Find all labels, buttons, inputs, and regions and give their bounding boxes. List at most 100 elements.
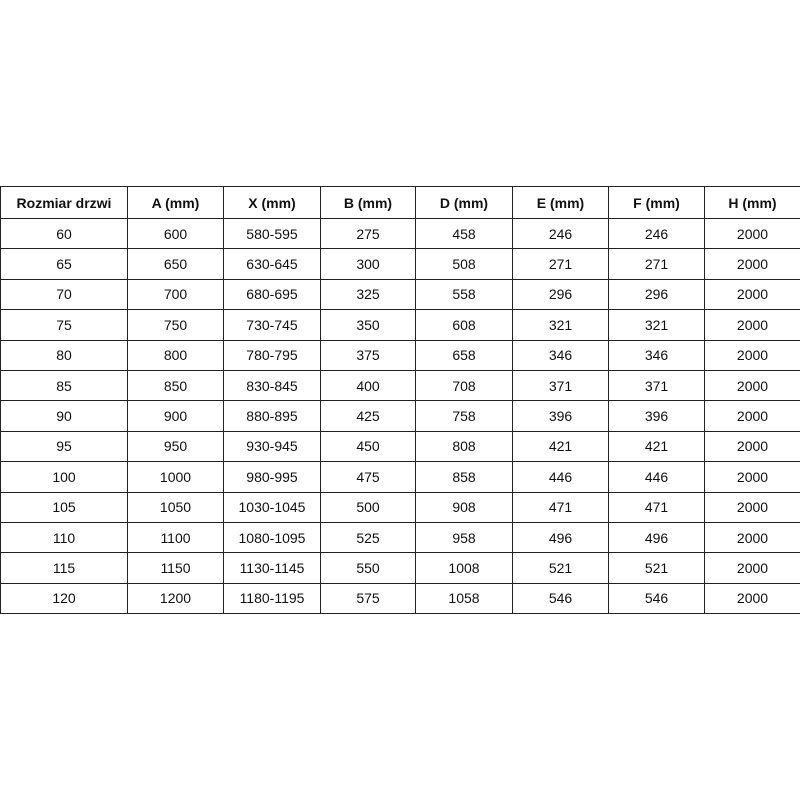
table-cell: 600 [127, 217, 224, 250]
table-cell: 425 [320, 400, 416, 432]
table-cell: 1180-1195 [223, 582, 321, 615]
table-cell: 858 [415, 461, 513, 493]
table-cell: 2000 [704, 461, 800, 493]
column-header: A (mm) [127, 186, 224, 219]
table-cell: 346 [608, 339, 705, 371]
table-cell: 450 [320, 430, 416, 463]
table-cell: 930-945 [223, 430, 321, 463]
table-cell: 70 [0, 278, 128, 311]
table-cell: 958 [415, 521, 513, 554]
table-cell: 500 [320, 491, 416, 523]
column-header: H (mm) [704, 186, 800, 219]
table-row: 65 650 630-645 300 508 271 271 2000 [0, 248, 800, 280]
table-cell: 1030-1045 [223, 491, 321, 523]
table-cell: 608 [415, 309, 513, 341]
table-cell: 75 [0, 309, 128, 341]
table-cell: 1050 [127, 491, 224, 523]
table-cell: 550 [320, 552, 416, 584]
table-row: 110 1100 1080-1095 525 958 496 496 2000 [0, 521, 800, 554]
table-cell: 1058 [415, 582, 513, 615]
table-cell: 296 [512, 278, 609, 311]
table-cell: 421 [512, 430, 609, 463]
table-cell: 1200 [127, 582, 224, 615]
table-cell: 496 [608, 521, 705, 554]
table-cell: 246 [608, 217, 705, 250]
table-cell: 546 [512, 582, 609, 615]
column-header: F (mm) [608, 186, 705, 219]
table-cell: 400 [320, 369, 416, 402]
dimensions-table: Rozmiar drzwi A (mm) X (mm) B (mm) D (mm) E (… [0, 186, 800, 615]
table-cell: 521 [608, 552, 705, 584]
table-cell: 105 [0, 491, 128, 523]
table-cell: 900 [127, 400, 224, 432]
table-cell: 980-995 [223, 461, 321, 493]
table-cell: 880-895 [223, 400, 321, 432]
table-cell: 730-745 [223, 309, 321, 341]
table-cell: 458 [415, 217, 513, 250]
table-cell: 100 [0, 461, 128, 493]
table-cell: 780-795 [223, 339, 321, 371]
table-cell: 1130-1145 [223, 552, 321, 584]
table-cell: 2000 [704, 552, 800, 584]
table-cell: 2000 [704, 278, 800, 311]
table-cell: 808 [415, 430, 513, 463]
table-cell: 471 [512, 491, 609, 523]
table-cell: 85 [0, 369, 128, 402]
table-row: 80 800 780-795 375 658 346 346 2000 [0, 339, 800, 371]
table-cell: 346 [512, 339, 609, 371]
table-cell: 2000 [704, 430, 800, 463]
table-cell: 830-845 [223, 369, 321, 402]
table-body: 60 600 580-595 275 458 246 246 2000 65 650 630-645… [0, 217, 800, 615]
table-cell: 110 [0, 521, 128, 554]
table-cell: 446 [512, 461, 609, 493]
table-row: 85 850 830-845 400 708 371 371 2000 [0, 369, 800, 402]
table-cell: 2000 [704, 400, 800, 432]
table-row: 95 950 930-945 450 808 421 421 2000 [0, 430, 800, 463]
table-cell: 120 [0, 582, 128, 615]
table-cell: 1080-1095 [223, 521, 321, 554]
table-row: 75 750 730-745 350 608 321 321 2000 [0, 309, 800, 341]
column-header: Rozmiar drzwi [0, 186, 128, 219]
table-cell: 2000 [704, 339, 800, 371]
table-cell: 800 [127, 339, 224, 371]
table-cell: 471 [608, 491, 705, 523]
table-cell: 496 [512, 521, 609, 554]
table-cell: 2000 [704, 217, 800, 250]
table-cell: 558 [415, 278, 513, 311]
table-cell: 371 [608, 369, 705, 402]
table-cell: 2000 [704, 582, 800, 615]
table-cell: 546 [608, 582, 705, 615]
table-cell: 680-695 [223, 278, 321, 311]
column-header: D (mm) [415, 186, 513, 219]
table-cell: 95 [0, 430, 128, 463]
table-cell: 1008 [415, 552, 513, 584]
table-cell: 521 [512, 552, 609, 584]
table-cell: 375 [320, 339, 416, 371]
table-cell: 396 [512, 400, 609, 432]
table-row: 120 1200 1180-1195 575 1058 546 546 2000 [0, 582, 800, 615]
table-row: 105 1050 1030-1045 500 908 471 471 2000 [0, 491, 800, 523]
table-cell: 321 [512, 309, 609, 341]
column-header: E (mm) [512, 186, 609, 219]
table-cell: 321 [608, 309, 705, 341]
table-cell: 508 [415, 248, 513, 280]
table-cell: 758 [415, 400, 513, 432]
table-cell: 525 [320, 521, 416, 554]
table-cell: 575 [320, 582, 416, 615]
table-cell: 271 [608, 248, 705, 280]
header-row: Rozmiar drzwi A (mm) X (mm) B (mm) D (mm) E (… [0, 186, 800, 219]
table-cell: 296 [608, 278, 705, 311]
column-header: B (mm) [320, 186, 416, 219]
table-cell: 1150 [127, 552, 224, 584]
table-cell: 115 [0, 552, 128, 584]
table-cell: 1000 [127, 461, 224, 493]
table-cell: 396 [608, 400, 705, 432]
table-cell: 271 [512, 248, 609, 280]
table-cell: 2000 [704, 491, 800, 523]
table-cell: 658 [415, 339, 513, 371]
table-cell: 2000 [704, 521, 800, 554]
table-cell: 325 [320, 278, 416, 311]
table-cell: 275 [320, 217, 416, 250]
table-cell: 630-645 [223, 248, 321, 280]
table-cell: 371 [512, 369, 609, 402]
